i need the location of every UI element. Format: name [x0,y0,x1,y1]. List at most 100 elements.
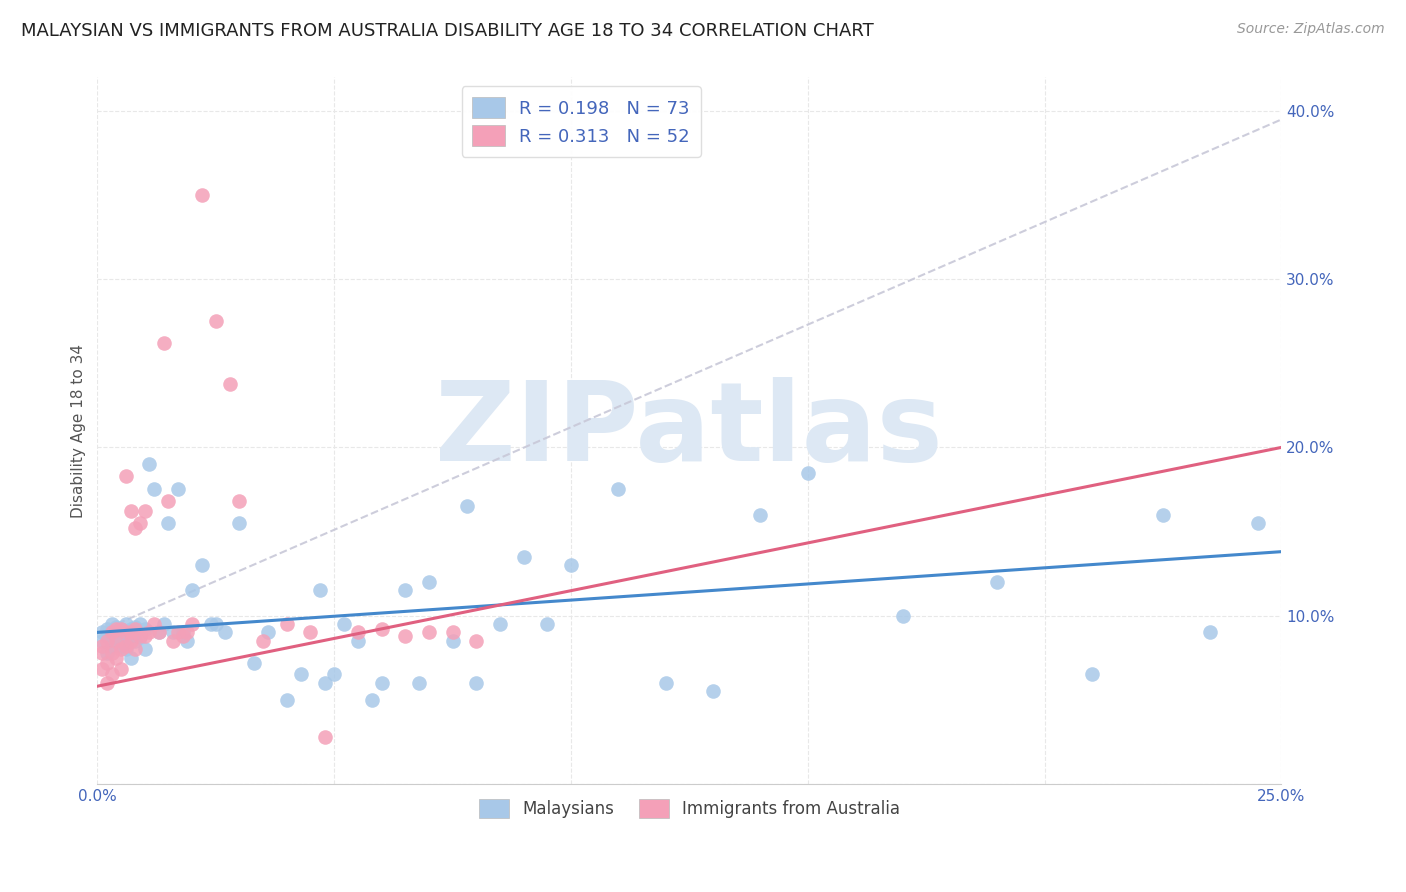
Point [91,639,114,653]
Point [148,625,170,640]
Point [105,632,128,646]
Point [100,646,122,660]
Point [96,656,118,670]
Point [120,650,142,665]
Point [134,504,156,518]
Point [105,650,128,665]
Point [105,620,128,634]
Point [181,617,204,632]
Legend: Malaysians, Immigrants from Australia: Malaysians, Immigrants from Australia [472,792,907,825]
Point [1247,516,1270,530]
Point [143,483,166,497]
Point [242,656,264,670]
Point [891,608,914,623]
Point [1081,667,1104,681]
Point [91,662,114,676]
Point [100,625,122,640]
Point [100,667,122,681]
Point [129,516,152,530]
Point [456,500,478,514]
Point [441,625,464,640]
Point [120,622,142,636]
Point [124,620,146,634]
Point [749,508,772,522]
Point [654,676,676,690]
Point [120,625,142,640]
Point [148,625,170,640]
Text: MALAYSIAN VS IMMIGRANTS FROM AUSTRALIA DISABILITY AGE 18 TO 34 CORRELATION CHART: MALAYSIAN VS IMMIGRANTS FROM AUSTRALIA D… [21,22,875,40]
Point [110,622,132,636]
Point [465,633,488,648]
Point [986,574,1008,589]
Point [607,483,630,497]
Point [702,684,724,698]
Point [134,622,156,636]
Point [162,625,184,640]
Point [96,646,118,660]
Point [309,583,332,598]
Point [172,629,194,643]
Point [408,676,430,690]
Text: Source: ZipAtlas.com: Source: ZipAtlas.com [1237,22,1385,37]
Point [418,574,440,589]
Point [219,376,242,391]
Point [96,622,118,636]
Point [370,676,392,690]
Point [361,692,384,706]
Point [394,629,416,643]
Point [465,676,488,690]
Point [394,583,416,598]
Point [114,632,136,646]
Point [124,521,146,535]
Point [138,457,160,471]
Point [143,617,166,632]
Point [110,629,132,643]
Point [100,639,122,653]
Point [204,314,226,328]
Point [110,662,132,676]
Point [190,188,212,202]
Point [114,642,136,657]
Point [214,625,236,640]
Point [1152,508,1174,522]
Point [347,625,370,640]
Point [152,336,174,351]
Point [162,633,184,648]
Point [276,617,298,632]
Point [105,622,128,636]
Point [114,639,136,653]
Point [110,622,132,636]
Point [190,558,212,573]
Point [200,617,222,632]
Point [441,633,464,648]
Point [129,629,152,643]
Point [129,617,152,632]
Point [96,629,118,643]
Point [124,633,146,648]
Point [512,549,534,564]
Point [110,642,132,657]
Point [134,642,156,657]
Point [105,625,128,640]
Y-axis label: Disability Age 18 to 34: Disability Age 18 to 34 [72,343,86,517]
Point [96,676,118,690]
Point [167,625,190,640]
Point [347,633,370,648]
Point [370,622,392,636]
Point [299,625,322,640]
Point [228,494,250,508]
Point [167,483,190,497]
Point [323,667,346,681]
Point [120,633,142,648]
Point [157,494,180,508]
Point [560,558,582,573]
Point [176,625,198,640]
Point [100,633,122,648]
Point [134,629,156,643]
Point [204,617,226,632]
Point [290,667,312,681]
Point [91,646,114,660]
Point [489,617,512,632]
Point [120,504,142,518]
Point [129,631,152,645]
